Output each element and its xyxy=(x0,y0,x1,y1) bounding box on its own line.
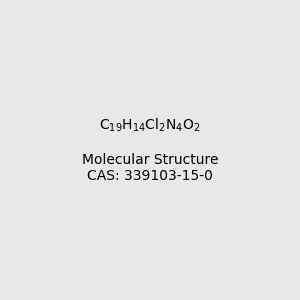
Text: C$_{19}$H$_{14}$Cl$_2$N$_4$O$_2$

Molecular Structure
CAS: 339103-15-0: C$_{19}$H$_{14}$Cl$_2$N$_4$O$_2$ Molecul… xyxy=(82,117,218,183)
